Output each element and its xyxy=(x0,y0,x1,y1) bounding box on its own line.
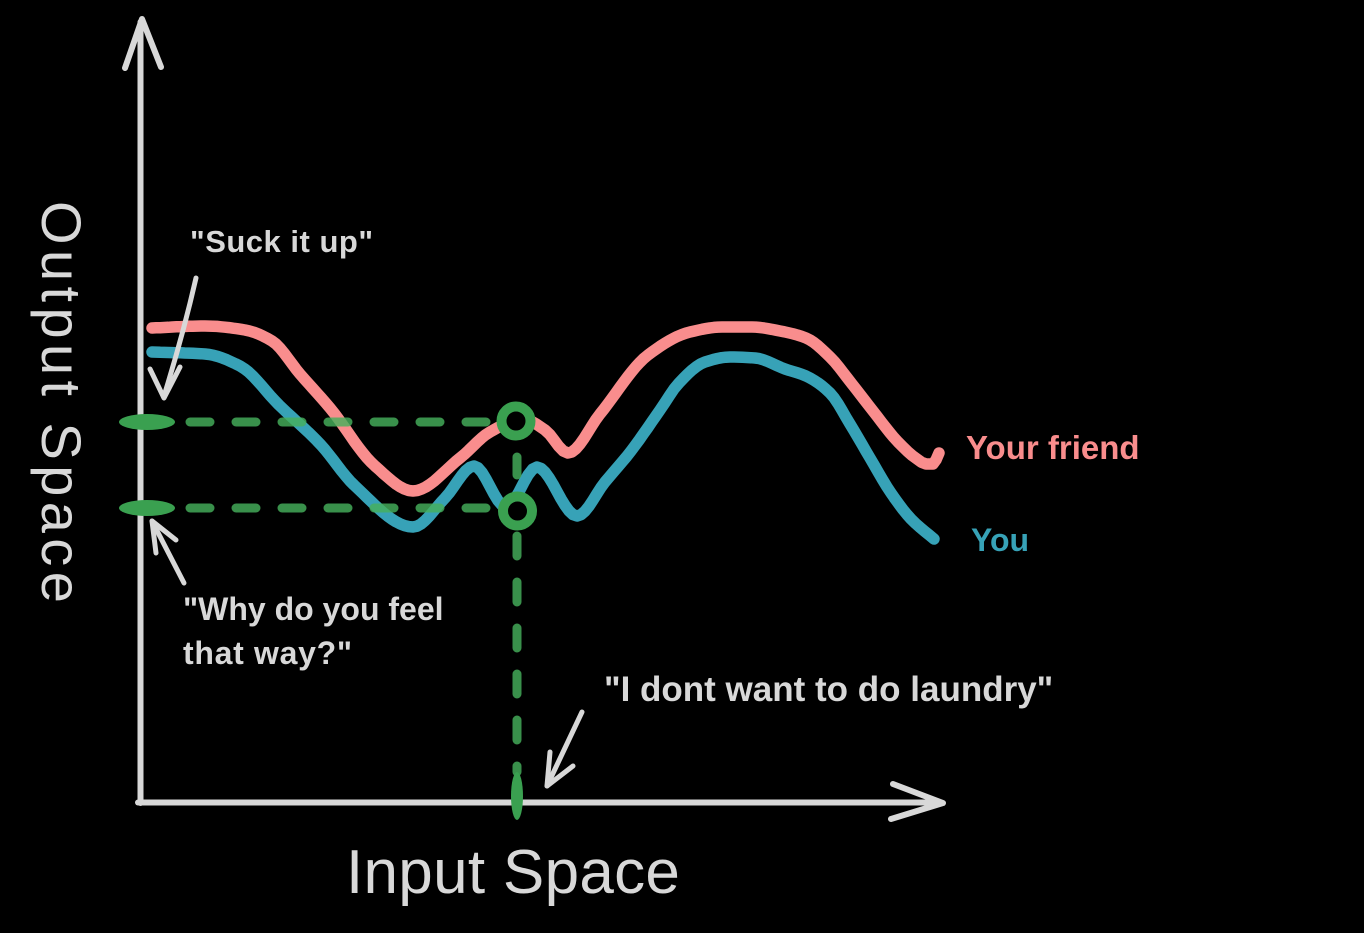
svg-text:You: You xyxy=(971,522,1029,558)
svg-text:"Suck it up": "Suck it up" xyxy=(190,224,374,259)
svg-text:Your friend: Your friend xyxy=(966,429,1140,466)
svg-text:"I dont want to do laundry": "I dont want to do laundry" xyxy=(604,670,1053,709)
svg-text:Output Space: Output Space xyxy=(30,201,93,608)
svg-text:"Why do you feel: "Why do you feel xyxy=(183,591,444,627)
svg-text:Input Space: Input Space xyxy=(346,838,680,907)
svg-text:that way?": that way?" xyxy=(183,635,353,671)
